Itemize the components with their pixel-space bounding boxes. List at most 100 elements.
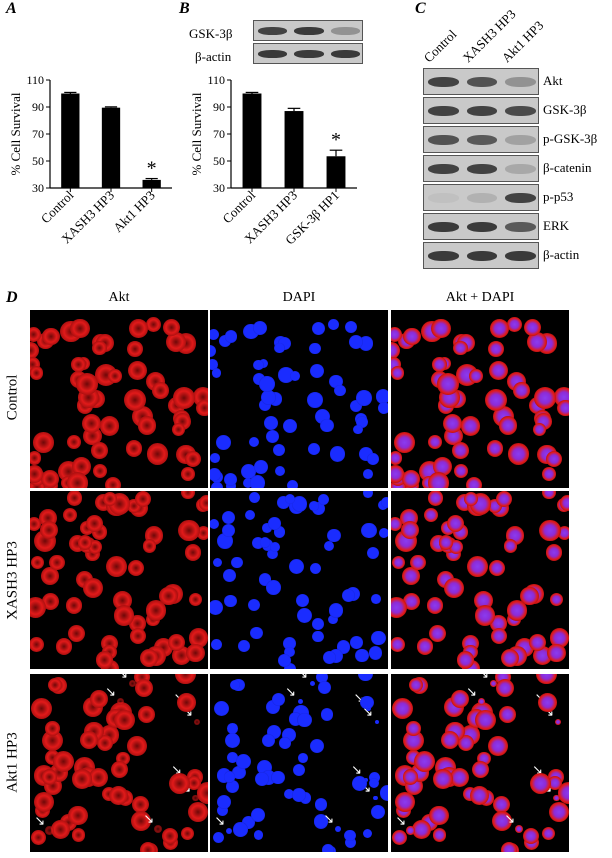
cell [126, 736, 147, 757]
blot-c-row-6-band-2 [505, 251, 537, 262]
cell [66, 472, 88, 488]
blot-c-label-5: ERK [543, 218, 569, 233]
cell [532, 423, 546, 437]
cell [344, 829, 356, 842]
cell [391, 555, 406, 570]
cell [299, 792, 312, 804]
cell [126, 340, 143, 357]
blot-c-row-4-band-2 [505, 193, 537, 204]
blot-c-row-2-band-1 [466, 135, 498, 146]
micrograph-1-0 [30, 491, 208, 669]
arrow-icon: ↘ [360, 780, 372, 796]
cell [217, 533, 234, 550]
cell [254, 459, 269, 474]
cell [268, 517, 281, 530]
cell [501, 648, 520, 667]
cell [30, 597, 47, 619]
panel-label-a: A [6, 0, 17, 17]
cell [467, 555, 489, 577]
arrow-icon: ↘ [532, 762, 544, 778]
cell [39, 521, 58, 540]
cell [248, 492, 260, 504]
blot-c-lane-0: Control [420, 26, 460, 66]
cell [296, 607, 312, 623]
cell [103, 492, 118, 507]
cell [324, 541, 335, 552]
arrow-icon: ↘ [143, 812, 155, 828]
cell [278, 653, 291, 667]
cell [233, 822, 248, 837]
cell [292, 788, 306, 803]
blot-c-row-5-band-2 [505, 222, 537, 233]
cell [546, 450, 563, 467]
cell [259, 399, 272, 412]
cell [81, 413, 101, 433]
cell [41, 769, 58, 785]
cell [400, 521, 419, 540]
blot-c-row-2-band-0 [427, 135, 459, 146]
cell [129, 319, 148, 338]
cell [272, 692, 286, 706]
cell [41, 730, 64, 752]
cell [557, 399, 569, 417]
blot-c-row-0-band-0 [427, 77, 459, 88]
cell [251, 808, 265, 822]
cell [350, 636, 363, 649]
cell [542, 491, 556, 500]
cell [348, 334, 364, 350]
cell [487, 340, 504, 357]
cell [391, 465, 405, 483]
cell [380, 496, 388, 509]
cell [224, 330, 238, 343]
cell [402, 730, 425, 752]
cell [538, 692, 558, 712]
cell [162, 318, 180, 336]
micrograph-0-0 [30, 310, 208, 488]
panel-label-d: D [6, 289, 18, 306]
cell [210, 453, 220, 463]
cell [219, 334, 232, 347]
cell [135, 491, 152, 508]
cell [188, 628, 208, 648]
chart-b-ytick-label-3: 90 [213, 100, 225, 114]
cell [278, 367, 294, 383]
cell [134, 678, 154, 697]
cell [63, 508, 78, 523]
cell [41, 566, 59, 585]
cell [215, 434, 231, 450]
cell [55, 638, 73, 655]
cell [429, 805, 449, 825]
cell [145, 317, 161, 333]
cell [283, 788, 294, 800]
cell [391, 597, 408, 619]
cell [368, 646, 383, 660]
cell [345, 320, 358, 334]
cell [106, 555, 128, 577]
cell [90, 442, 108, 459]
cell [488, 560, 505, 577]
cell [213, 832, 224, 844]
cell [68, 624, 85, 642]
cell [310, 363, 325, 378]
cell [180, 826, 195, 841]
cell [549, 628, 569, 648]
cell [262, 523, 272, 534]
cell [498, 416, 518, 435]
cell [449, 767, 469, 788]
arrow-icon: ↘ [214, 813, 226, 829]
cell [79, 731, 98, 750]
cell [50, 819, 71, 840]
cell [185, 450, 202, 467]
cell [129, 615, 146, 632]
blot-b-row-0 [253, 20, 363, 41]
cell [210, 518, 219, 530]
cell [196, 525, 208, 540]
cell [77, 535, 93, 550]
blot-c-row-6 [423, 242, 539, 269]
cell [489, 680, 497, 687]
cell [223, 472, 237, 486]
cell [427, 434, 442, 449]
cell [113, 604, 135, 626]
cell [309, 681, 315, 687]
